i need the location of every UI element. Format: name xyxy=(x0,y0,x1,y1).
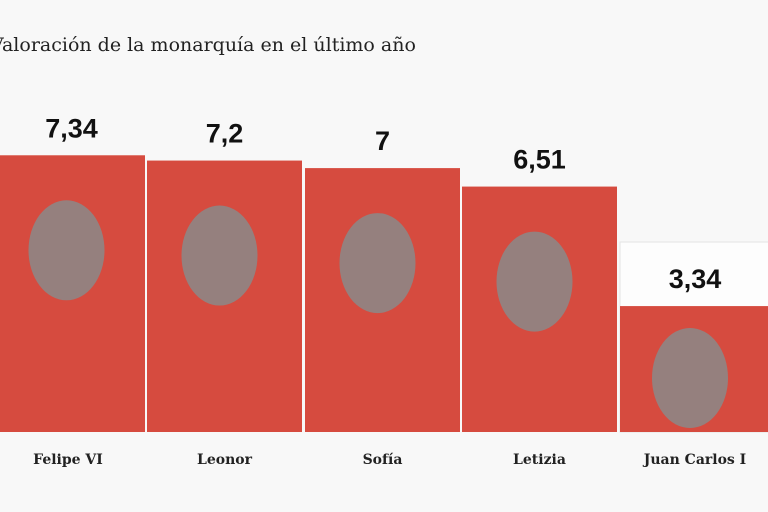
value-label: 3,34 xyxy=(669,264,722,294)
portrait-3 xyxy=(496,231,573,332)
chart-title: Valoración de la monarquía en el último … xyxy=(0,34,416,56)
category-label: Leonor xyxy=(197,452,253,468)
value-label: 7 xyxy=(375,126,390,156)
portrait-2 xyxy=(339,213,416,314)
category-label: Felipe VI xyxy=(33,452,103,468)
portrait-4 xyxy=(652,328,728,428)
portrait-0 xyxy=(28,200,105,301)
value-label: 7,2 xyxy=(206,119,244,149)
category-label: Sofía xyxy=(363,452,403,468)
value-label: 7,34 xyxy=(45,113,98,143)
category-label: Juan Carlos I xyxy=(642,452,746,468)
portrait-1 xyxy=(181,205,258,306)
category-label: Letizia xyxy=(513,452,566,468)
value-label: 6,51 xyxy=(513,145,566,175)
